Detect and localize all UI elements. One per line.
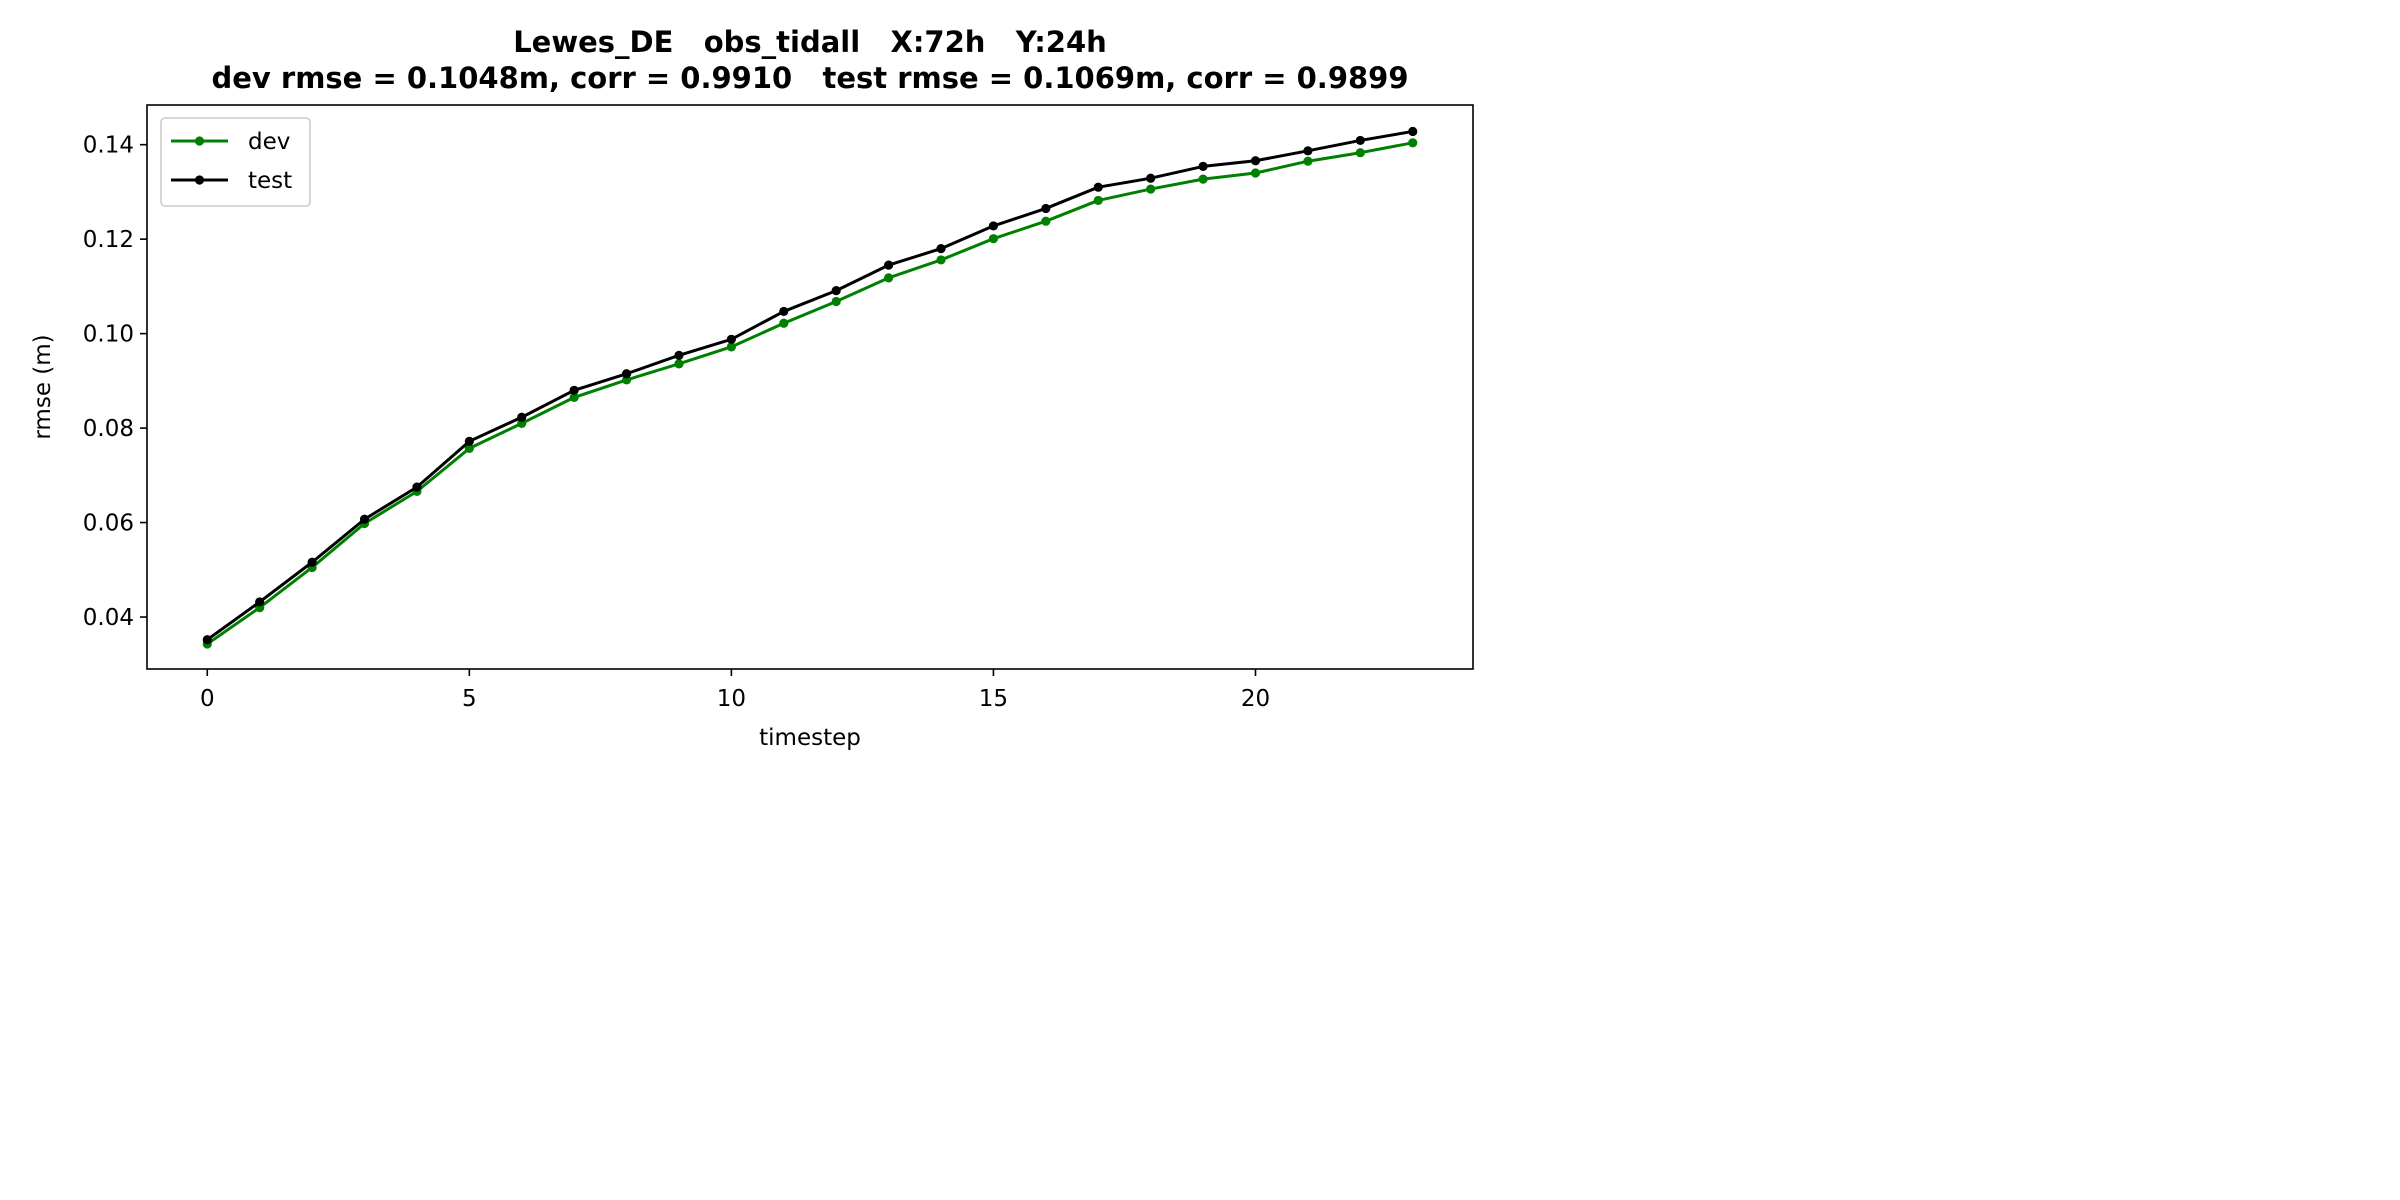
data-point-test bbox=[884, 260, 894, 270]
x-axis-label: timestep bbox=[759, 725, 861, 751]
legend-label-test: test bbox=[248, 168, 292, 194]
data-point-test bbox=[674, 350, 684, 360]
y-tick-label: 0.04 bbox=[83, 605, 134, 631]
data-point-test bbox=[936, 243, 946, 254]
data-point-test bbox=[1250, 156, 1261, 166]
data-point-test bbox=[1355, 135, 1365, 146]
series-line-dev bbox=[206, 141, 1414, 646]
data-point-test bbox=[988, 221, 999, 231]
data-point-dev bbox=[569, 392, 579, 402]
legend-marker-dev bbox=[194, 136, 205, 146]
y-axis-label: rmse (m) bbox=[30, 334, 56, 439]
data-point-test bbox=[779, 306, 789, 317]
data-point-dev bbox=[1198, 174, 1208, 184]
data-point-dev bbox=[988, 234, 999, 244]
y-tick-label: 0.14 bbox=[83, 133, 134, 159]
y-tick-label: 0.10 bbox=[83, 322, 134, 348]
data-point-dev bbox=[884, 273, 894, 283]
data-point-test bbox=[307, 557, 317, 567]
data-point-test bbox=[621, 369, 632, 379]
data-point-test bbox=[1303, 146, 1313, 156]
data-point-test bbox=[202, 635, 212, 645]
chart-title: Lewes_DE obs_tidall X:72h Y:24h bbox=[513, 25, 1107, 59]
y-tick-label: 0.06 bbox=[83, 511, 134, 537]
data-point-dev bbox=[1408, 138, 1418, 148]
plot-frame bbox=[146, 104, 1474, 670]
data-point-dev bbox=[1355, 148, 1365, 158]
data-point-dev bbox=[1303, 156, 1313, 166]
y-tick-label: 0.08 bbox=[83, 416, 134, 442]
data-point-test bbox=[412, 482, 422, 492]
data-point-dev bbox=[831, 296, 841, 307]
data-point-dev bbox=[464, 443, 474, 454]
chart-subtitle: dev rmse = 0.1048m, corr = 0.9910 test r… bbox=[211, 61, 1409, 95]
data-point-test bbox=[726, 334, 736, 344]
data-point-test bbox=[1146, 173, 1156, 183]
data-point-dev bbox=[936, 255, 946, 265]
data-point-test bbox=[569, 385, 579, 395]
data-point-dev bbox=[1093, 195, 1103, 206]
data-point-test bbox=[255, 597, 265, 607]
data-point-test bbox=[359, 514, 370, 524]
data-point-dev bbox=[1041, 216, 1051, 226]
data-point-dev bbox=[726, 342, 736, 352]
x-tick-label: 10 bbox=[717, 686, 746, 712]
series-line-test bbox=[206, 129, 1413, 641]
x-tick-label: 5 bbox=[462, 686, 477, 712]
line-chart: 0 5 10 15 20 0.04 0.06 0.08 0.10 0.12 0.14 timestep… bbox=[30, 104, 1474, 751]
x-tick-label: 15 bbox=[979, 686, 1008, 712]
data-point-test bbox=[1041, 203, 1051, 214]
data-point-dev bbox=[1146, 184, 1156, 194]
data-point-test bbox=[1093, 182, 1103, 192]
data-point-test bbox=[1408, 126, 1418, 137]
legend: dev test bbox=[160, 117, 311, 207]
data-point-test bbox=[464, 436, 474, 446]
legend-label-dev: dev bbox=[248, 129, 290, 155]
data-point-test bbox=[831, 286, 841, 296]
data-point-dev bbox=[1250, 168, 1261, 178]
data-point-dev bbox=[779, 318, 789, 328]
x-tick-label: 0 bbox=[200, 686, 215, 712]
data-point-test bbox=[517, 412, 527, 422]
x-tick-label: 20 bbox=[1241, 686, 1270, 712]
data-point-dev bbox=[674, 359, 684, 369]
data-point-test bbox=[1198, 161, 1208, 172]
y-tick-label: 0.12 bbox=[83, 227, 134, 253]
legend-marker-test bbox=[194, 175, 205, 185]
